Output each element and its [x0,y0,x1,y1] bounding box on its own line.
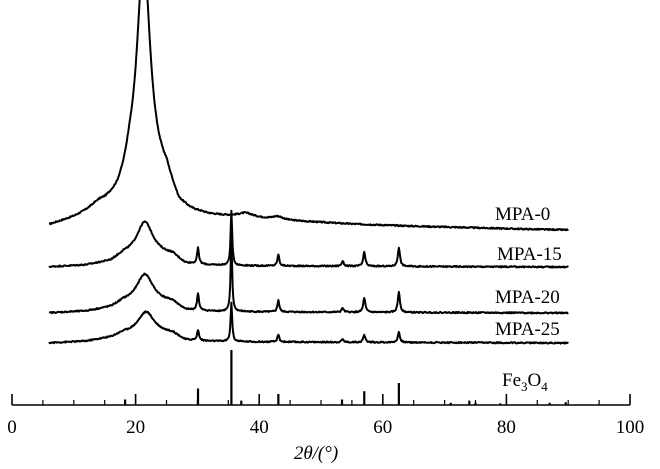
reference-label-fe3o4: Fe3O4 [502,370,548,394]
x-tick-label: 40 [250,417,269,438]
series-line-mpa-0 [48,0,569,232]
series-line-mpa-20 [48,240,569,315]
reference-label-sub-3: 3 [521,379,528,394]
series-line-mpa-15 [48,209,569,269]
x-tick-label: 0 [7,417,17,438]
x-tick-label: 20 [126,417,145,438]
reference-lines [123,350,567,405]
series-line-mpa-25 [48,301,569,345]
series-group [48,0,569,345]
series-label-mpa-15: MPA-15 [497,244,562,265]
series-label-mpa-0: MPA-0 [495,204,550,225]
series-label-mpa-25: MPA-25 [495,319,560,340]
x-tick-label: 100 [616,417,645,438]
series-labels: MPA-0 MPA-15 MPA-20 MPA-25 Fe3O4 [495,204,562,394]
reference-label-o: O [528,370,542,391]
reference-label-sub-4: 4 [541,379,548,394]
x-tick-label: 80 [497,417,516,438]
x-axis: 0 20 40 60 80 100 [7,394,644,438]
x-tick-label: 60 [373,417,392,438]
reference-label-fe: Fe [502,370,521,391]
series-label-mpa-20: MPA-20 [495,287,560,308]
x-axis-title: 2θ/(°) [294,443,338,464]
